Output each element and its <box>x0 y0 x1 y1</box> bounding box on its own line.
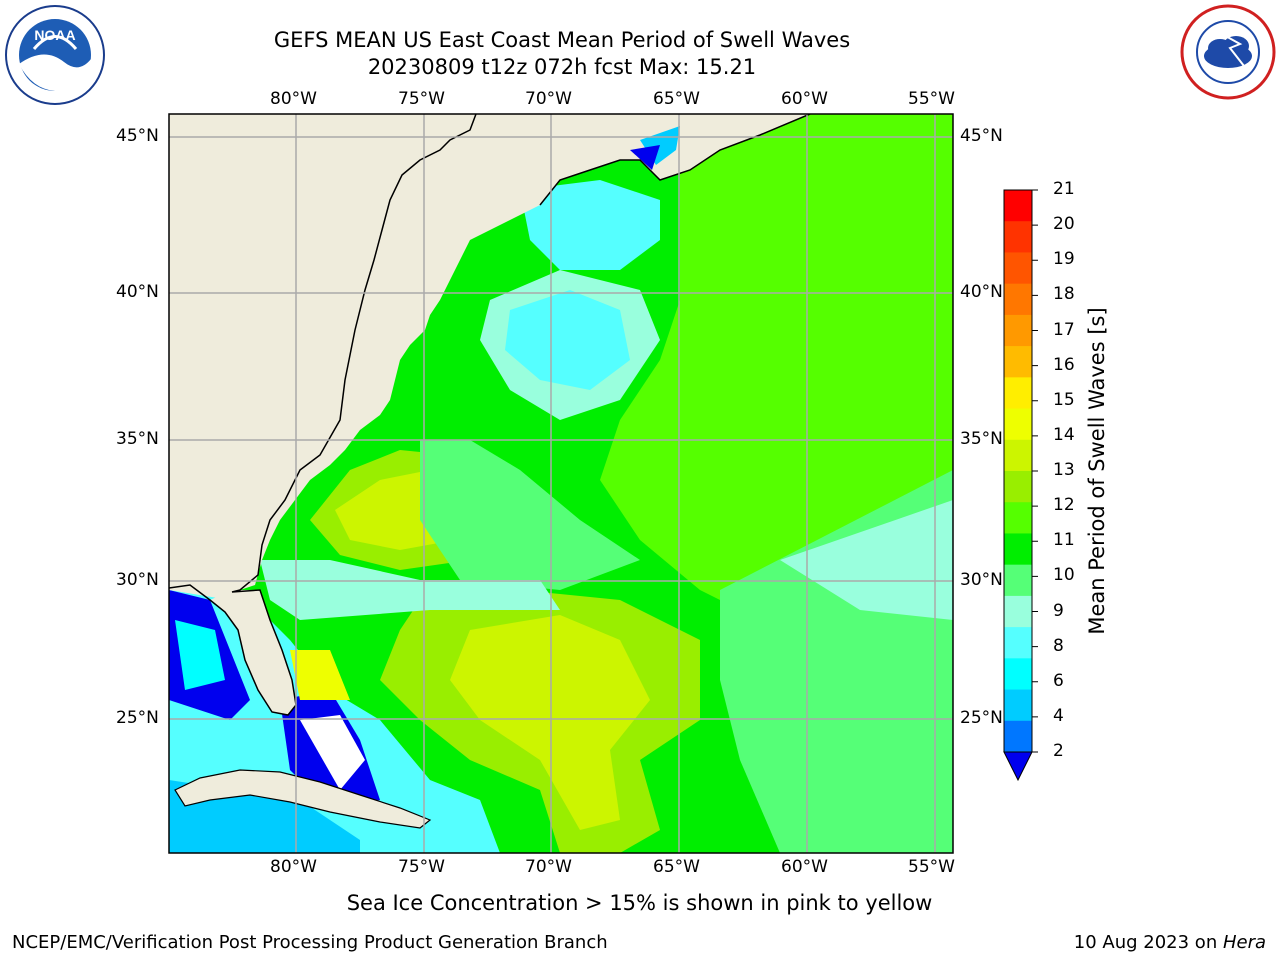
colorbar-segment <box>1004 658 1032 691</box>
colorbar-tick-label: 18 <box>1053 284 1075 305</box>
colorbar-segment <box>1004 533 1032 566</box>
lat-label-right: 25°N <box>960 708 1003 728</box>
colorbar-segment <box>1004 252 1032 285</box>
colorbar-tick-label: 4 <box>1053 705 1064 726</box>
lon-label-bottom: 55°W <box>908 857 955 877</box>
sea-ice-note: Sea Ice Concentration > 15% is shown in … <box>346 891 933 915</box>
colorbar-tick-label: 10 <box>1053 565 1075 586</box>
lon-label-top: 70°W <box>525 89 572 109</box>
colorbar-label: Mean Period of Swell Waves [s] <box>1085 307 1109 635</box>
colorbar-tick-label: 13 <box>1053 460 1075 480</box>
colorbar-tick-label: 21 <box>1053 179 1075 199</box>
colorbar-tick-label: 17 <box>1053 319 1075 340</box>
nws-logo <box>1180 4 1276 100</box>
colorbar-segment <box>1004 471 1032 503</box>
map-title: GEFS MEAN US East Coast Mean Period of S… <box>273 28 851 52</box>
lat-label-right: 30°N <box>960 570 1003 590</box>
svg-text:NOAA: NOAA <box>34 27 75 43</box>
lon-label-top: 65°W <box>653 89 700 109</box>
colorbar-segment <box>1004 502 1032 534</box>
lat-label-left: 40°N <box>116 282 159 302</box>
colorbar-tick-label: 15 <box>1053 389 1075 410</box>
colorbar-segment <box>1004 377 1032 410</box>
lon-label-bottom: 75°W <box>398 857 445 877</box>
colorbar-segment <box>1004 439 1032 472</box>
colorbar-tick-label: 2 <box>1053 741 1064 761</box>
colorbar-segment <box>1004 346 1032 378</box>
colorbar-tick-label: 11 <box>1053 530 1075 551</box>
colorbar-segment <box>1004 314 1032 347</box>
lat-label-right: 45°N <box>960 126 1003 146</box>
colorbar-segment <box>1004 408 1032 441</box>
colorbar-tick-label: 19 <box>1053 249 1075 270</box>
lon-label-bottom: 60°W <box>781 857 828 877</box>
colorbar-tick-label: 6 <box>1053 670 1064 691</box>
lon-label-bottom: 70°W <box>525 857 572 877</box>
colorbar-tick-label: 20 <box>1053 214 1075 235</box>
footer-left: NCEP/EMC/Verification Post Processing Pr… <box>12 932 608 953</box>
lat-label-left: 25°N <box>116 708 159 728</box>
lon-label-top: 60°W <box>781 89 828 109</box>
graticule <box>169 114 953 853</box>
colorbar-tick-label: 8 <box>1053 635 1064 656</box>
colorbar-segment <box>1004 564 1032 597</box>
colorbar <box>1003 189 1038 782</box>
colorbar-segment <box>1004 190 1032 222</box>
colorbar-tick-label: 16 <box>1053 354 1075 375</box>
footer-right: 10 Aug 2023 on Hera <box>1074 932 1266 953</box>
colorbar-extend-triangle <box>1003 751 1033 782</box>
colorbar-segment <box>1004 595 1032 628</box>
colorbar-segment <box>1004 221 1032 253</box>
colorbar-segment <box>1004 689 1032 722</box>
map-frame <box>168 113 954 854</box>
footer-date: 10 Aug 2023 on <box>1073 932 1223 953</box>
lon-label-top: 75°W <box>398 89 445 109</box>
footer-host: Hera <box>1222 932 1266 953</box>
lat-label-left: 45°N <box>116 126 159 146</box>
colorbar-segment <box>1004 720 1032 753</box>
lon-label-top: 55°W <box>908 89 955 109</box>
lat-label-left: 30°N <box>116 570 159 590</box>
lat-label-right: 35°N <box>960 429 1003 449</box>
colorbar-tick-label: 14 <box>1053 424 1075 445</box>
colorbar-tick-label: 9 <box>1053 600 1064 621</box>
lat-label-left: 35°N <box>116 429 159 449</box>
lon-label-bottom: 65°W <box>653 857 700 877</box>
colorbar-segment <box>1004 283 1032 316</box>
noaa-logo: NOAA <box>5 5 105 105</box>
colorbar-tick-label: 12 <box>1053 495 1075 516</box>
colorbar-segment <box>1004 627 1032 659</box>
lat-label-right: 40°N <box>960 282 1003 302</box>
lon-label-bottom: 80°W <box>270 857 317 877</box>
map-subtitle: 20230809 t12z 072h fcst Max: 15.21 <box>367 55 757 79</box>
lon-label-top: 80°W <box>270 89 317 109</box>
